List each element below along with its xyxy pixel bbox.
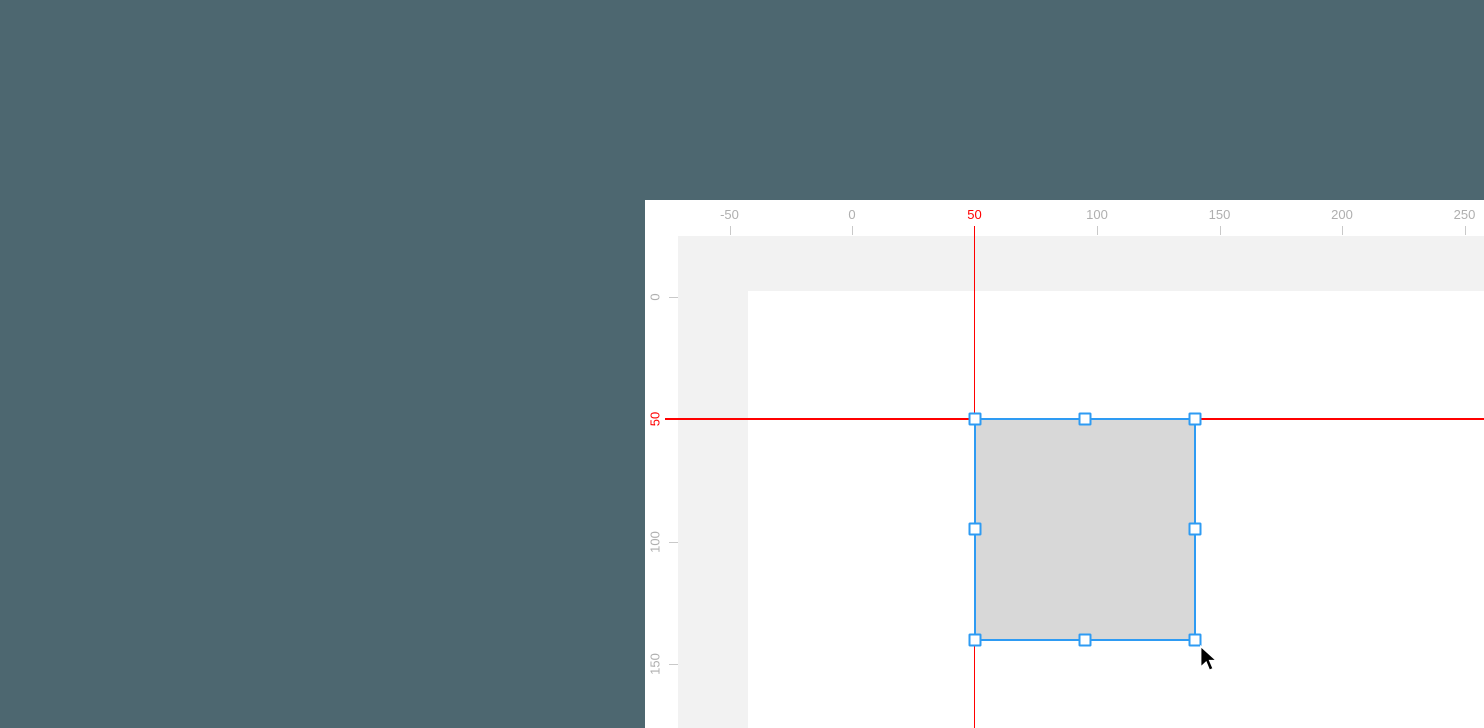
resize-handle-s[interactable] xyxy=(1078,633,1092,646)
ruler-h-tick xyxy=(729,226,731,235)
resize-handle-w[interactable] xyxy=(968,522,981,536)
resize-handle-nw[interactable] xyxy=(968,412,981,426)
resize-handle-sw[interactable] xyxy=(968,633,981,646)
resize-handle-n[interactable] xyxy=(1078,412,1092,426)
ruler-h-label: 200 xyxy=(1331,207,1353,222)
ruler-v-label: 50 xyxy=(647,411,663,427)
resize-handle-e[interactable] xyxy=(1188,522,1202,536)
resize-handle-se[interactable] xyxy=(1188,633,1202,646)
ruler-h-label: 50 xyxy=(967,207,982,222)
ruler-h-tick xyxy=(1097,226,1098,235)
ruler-v-tick xyxy=(669,296,678,298)
ruler-v-label: 0 xyxy=(647,292,663,301)
ruler-v-label: 150 xyxy=(647,653,663,675)
ruler-h-tick xyxy=(1219,226,1221,235)
ruler-h-tick xyxy=(1464,226,1466,235)
ruler-h-label: -50 xyxy=(720,207,739,222)
ruler-h-tick xyxy=(852,226,853,235)
ruler-h-label: 100 xyxy=(1086,207,1108,222)
ruler-horizontal[interactable]: -50 0 50 100 150 200 250 xyxy=(645,200,1484,236)
app-window: -50 0 50 100 150 200 250 0 50 100 150 xyxy=(645,200,1484,728)
ruler-h-label: 0 xyxy=(848,207,856,222)
ruler-vertical[interactable]: 0 50 100 150 xyxy=(645,200,678,728)
ruler-h-tick xyxy=(1342,226,1343,235)
ruler-v-label: 100 xyxy=(647,530,663,553)
ruler-corner xyxy=(645,200,678,236)
selected-rectangle[interactable] xyxy=(973,418,1196,641)
ruler-h-label: 150 xyxy=(1208,207,1231,222)
ruler-h-label: 250 xyxy=(1453,207,1476,222)
ruler-v-tick xyxy=(669,664,678,665)
resize-handle-ne[interactable] xyxy=(1188,412,1202,426)
ruler-v-tick xyxy=(669,541,678,543)
